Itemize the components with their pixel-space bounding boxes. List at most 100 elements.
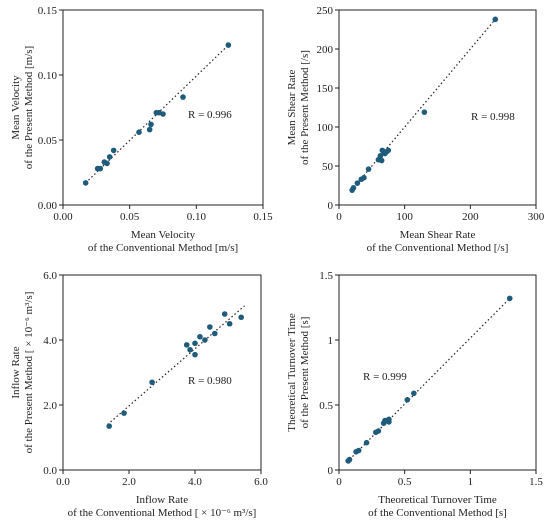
data-point	[180, 94, 186, 100]
chart-2: 0 100 200 300 0 50 100 150 200 250 Mean Shear Rate…	[286, 5, 545, 254]
x-axis-label: Inflow Rate	[136, 494, 188, 506]
data-point	[350, 185, 357, 191]
y-tick-label: 0.5	[319, 400, 333, 412]
x-axis-label: Mean Shear Rate	[400, 229, 476, 241]
y-tick-label: 100	[317, 122, 334, 134]
data-point	[238, 314, 244, 321]
data-point	[365, 166, 372, 172]
y-tick-label: 0	[328, 200, 334, 212]
data-point	[355, 447, 362, 454]
x-tick-label: 0.5	[398, 476, 412, 488]
x-tick-label: 1.5	[529, 476, 543, 488]
plot-area-frame	[62, 9, 264, 206]
data-point	[404, 397, 411, 403]
trend-line	[350, 18, 496, 192]
y-tick-label: 1	[328, 335, 334, 347]
y-axis-label: Inflow Rate	[10, 346, 22, 398]
y-axis-label: of the Present Method [s]	[299, 317, 311, 429]
x-tick-label: 4.0	[188, 476, 202, 488]
x-tick-label: 6.0	[254, 476, 268, 488]
y-tick-label: 0.15	[38, 5, 58, 17]
correlation-label: R = 0.998	[471, 111, 515, 123]
data-point	[354, 180, 361, 186]
x-tick-label: 0.15	[253, 211, 273, 223]
correlation-label: R = 0.996	[188, 109, 232, 121]
y-axis-label: of the Present Method [m/s]	[23, 46, 35, 169]
data-point	[136, 129, 142, 135]
y-tick-label: 6.0	[43, 270, 57, 282]
plot-area-frame	[338, 274, 537, 471]
data-point	[82, 180, 89, 186]
x-tick-label: 2.0	[122, 476, 136, 488]
data-point	[187, 346, 193, 353]
trend-line	[346, 297, 511, 463]
x-tick-label: 0.10	[187, 211, 207, 223]
data-point	[378, 157, 385, 164]
x-axis-label: of the Conventional Method [/s]	[367, 242, 509, 254]
data-point	[202, 337, 208, 343]
data-point	[361, 174, 367, 181]
x-axis-label: Mean Velocity	[131, 229, 196, 241]
chart-4: 0 0.5 1 1.5 0 0.5 1 1.5 Theoretical Turnover Tim…	[286, 270, 543, 519]
data-point	[226, 320, 233, 327]
data-point	[221, 311, 228, 317]
data-point	[492, 16, 499, 23]
y-tick-label: 0.00	[38, 200, 58, 212]
y-axis-label: of the Present Method [ × 10⁻⁶ m³/s]	[23, 292, 35, 454]
data-point	[183, 342, 190, 348]
plot-area-frame	[338, 9, 537, 206]
x-tick-label: 100	[396, 211, 413, 223]
data-point	[385, 147, 392, 154]
data-point	[225, 42, 232, 48]
x-tick-label: 0	[336, 211, 342, 223]
data-point	[192, 351, 198, 358]
x-tick-label: 0.00	[53, 211, 73, 223]
data-point	[212, 330, 218, 337]
chart-1: 0.00 0.05 0.10 0.15 0.00 0.05 0.10 0.15 Mean Vel…	[10, 5, 273, 254]
y-axis-label: Mean Velocity	[10, 75, 22, 140]
data-point	[421, 109, 428, 115]
data-point	[192, 340, 198, 347]
y-tick-label: 250	[317, 5, 334, 17]
data-point	[411, 390, 417, 397]
data-point	[149, 379, 155, 386]
trend-line	[107, 305, 245, 425]
data-point	[197, 333, 203, 340]
data-point	[386, 419, 392, 425]
y-axis-label: of the Present Method [/s]	[299, 50, 311, 165]
data-point	[207, 324, 213, 330]
y-tick-label: 1.5	[319, 270, 333, 282]
plot-area-frame	[62, 274, 262, 471]
y-axis-label: Theoretical Turnover Time	[286, 313, 298, 432]
y-tick-label: 200	[317, 44, 334, 56]
x-tick-label: 0	[336, 476, 342, 488]
x-axis-label: Theoretical Turnover Time	[378, 494, 497, 506]
y-tick-label: 150	[317, 83, 334, 95]
x-tick-label: 300	[528, 211, 545, 223]
data-point	[97, 165, 104, 172]
data-point	[121, 410, 127, 416]
data-point	[363, 439, 370, 446]
y-tick-label: 2.0	[43, 400, 57, 412]
correlation-label: R = 0.999	[363, 371, 407, 383]
data-point	[375, 428, 382, 434]
data-point	[377, 153, 384, 159]
x-axis-label: of the Conventional Method [ × 10⁻⁶ m³/s…	[68, 507, 257, 519]
data-point	[346, 456, 353, 463]
y-tick-label: 0.10	[38, 70, 58, 82]
x-tick-label: 0.05	[120, 211, 140, 223]
y-tick-label: 0.05	[38, 135, 58, 147]
y-tick-label: 0	[328, 465, 334, 477]
data-point	[104, 160, 110, 167]
data-point	[110, 147, 117, 154]
data-point	[148, 121, 154, 128]
x-tick-label: 1	[468, 476, 474, 488]
correlation-label: R = 0.980	[188, 375, 232, 387]
y-tick-label: 0.0	[43, 465, 57, 477]
trend-line	[85, 44, 229, 184]
data-point	[146, 126, 153, 133]
y-axis-label: Mean Shear Rate	[286, 70, 298, 146]
data-point	[106, 154, 113, 160]
